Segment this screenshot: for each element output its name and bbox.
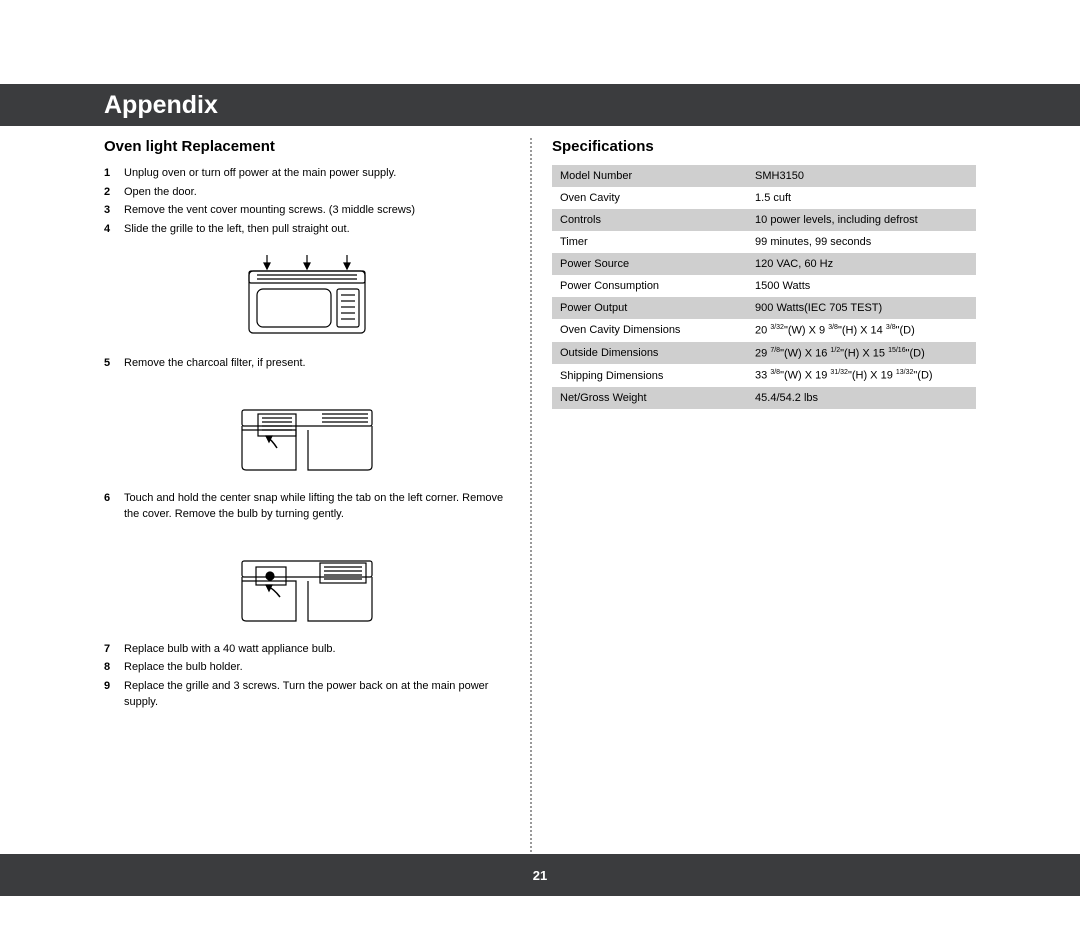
step-number: 8 — [104, 659, 124, 676]
header-title: Appendix — [104, 91, 218, 120]
spec-row: Power Output900 Watts(IEC 705 TEST) — [552, 297, 976, 319]
right-column: Specifications Model NumberSMH3150Oven C… — [532, 138, 976, 856]
spec-label: Power Source — [552, 253, 747, 275]
step-row: 1Unplug oven or turn off power at the ma… — [104, 165, 510, 182]
step-text: Touch and hold the center snap while lif… — [124, 490, 510, 523]
spec-value: 20 3/32"(W) X 9 3/8"(H) X 14 3/8"(D) — [747, 319, 976, 342]
spec-row: Controls10 power levels, including defro… — [552, 209, 976, 231]
page-number: 21 — [533, 868, 547, 883]
spec-row: Timer99 minutes, 99 seconds — [552, 231, 976, 253]
step-text: Replace the grille and 3 screws. Turn th… — [124, 678, 510, 711]
step-number: 5 — [104, 355, 124, 372]
step-number: 4 — [104, 221, 124, 238]
step-text: Remove the charcoal filter, if present. — [124, 355, 510, 372]
step-number: 2 — [104, 184, 124, 201]
step-text: Replace the bulb holder. — [124, 659, 510, 676]
step-text: Open the door. — [124, 184, 510, 201]
spec-label: Outside Dimensions — [552, 342, 747, 365]
steps-block-b: 5Remove the charcoal filter, if present. — [104, 355, 510, 372]
spec-row: Oven Cavity1.5 cuft — [552, 187, 976, 209]
spec-value: 120 VAC, 60 Hz — [747, 253, 976, 275]
step-row: 4Slide the grille to the left, then pull… — [104, 221, 510, 238]
spec-value: 45.4/54.2 lbs — [747, 387, 976, 409]
step-number: 1 — [104, 165, 124, 182]
step-number: 7 — [104, 641, 124, 658]
content-area: Oven light Replacement 1Unplug oven or t… — [104, 138, 976, 856]
figure-oven-front — [104, 245, 510, 345]
spec-value: SMH3150 — [747, 165, 976, 187]
step-text: Slide the grille to the left, then pull … — [124, 221, 510, 238]
spec-label: Power Output — [552, 297, 747, 319]
step-text: Remove the vent cover mounting screws. (… — [124, 202, 510, 219]
spec-label: Controls — [552, 209, 747, 231]
spec-label: Power Consumption — [552, 275, 747, 297]
step-row: 9Replace the grille and 3 screws. Turn t… — [104, 678, 510, 711]
spec-row: Net/Gross Weight45.4/54.2 lbs — [552, 387, 976, 409]
spec-label: Oven Cavity Dimensions — [552, 319, 747, 342]
steps-block-d: 7Replace bulb with a 40 watt appliance b… — [104, 641, 510, 711]
spec-row: Oven Cavity Dimensions20 3/32"(W) X 9 3/… — [552, 319, 976, 342]
steps-block-c: 6Touch and hold the center snap while li… — [104, 490, 510, 523]
spec-label: Model Number — [552, 165, 747, 187]
spec-row: Model NumberSMH3150 — [552, 165, 976, 187]
step-row: 6Touch and hold the center snap while li… — [104, 490, 510, 523]
step-text: Replace bulb with a 40 watt appliance bu… — [124, 641, 510, 658]
spec-table: Model NumberSMH3150Oven Cavity1.5 cuftCo… — [552, 165, 976, 409]
left-heading: Oven light Replacement — [104, 138, 510, 155]
spec-label: Timer — [552, 231, 747, 253]
footer-bar: 21 — [0, 854, 1080, 896]
step-row: 7Replace bulb with a 40 watt appliance b… — [104, 641, 510, 658]
spec-label: Oven Cavity — [552, 187, 747, 209]
spec-row: Outside Dimensions29 7/8"(W) X 16 1/2"(H… — [552, 342, 976, 365]
left-column: Oven light Replacement 1Unplug oven or t… — [104, 138, 530, 856]
step-row: 3Remove the vent cover mounting screws. … — [104, 202, 510, 219]
spec-value: 29 7/8"(W) X 16 1/2"(H) X 15 15/16"(D) — [747, 342, 976, 365]
spec-value: 33 3/8"(W) X 19 31/32"(H) X 19 13/32"(D) — [747, 364, 976, 387]
spec-row: Shipping Dimensions33 3/8"(W) X 19 31/32… — [552, 364, 976, 387]
step-number: 6 — [104, 490, 124, 523]
header-bar: Appendix — [0, 84, 1080, 126]
spec-row: Power Source120 VAC, 60 Hz — [552, 253, 976, 275]
spec-row: Power Consumption1500 Watts — [552, 275, 976, 297]
right-heading: Specifications — [552, 138, 976, 155]
step-number: 9 — [104, 678, 124, 711]
figure-bulb — [104, 531, 510, 631]
spec-label: Net/Gross Weight — [552, 387, 747, 409]
step-row: 2Open the door. — [104, 184, 510, 201]
step-text: Unplug oven or turn off power at the mai… — [124, 165, 510, 182]
step-row: 8Replace the bulb holder. — [104, 659, 510, 676]
figure-filter — [104, 380, 510, 480]
steps-block-a: 1Unplug oven or turn off power at the ma… — [104, 165, 510, 237]
spec-value: 1500 Watts — [747, 275, 976, 297]
spec-value: 1.5 cuft — [747, 187, 976, 209]
spec-label: Shipping Dimensions — [552, 364, 747, 387]
spec-value: 99 minutes, 99 seconds — [747, 231, 976, 253]
step-row: 5Remove the charcoal filter, if present. — [104, 355, 510, 372]
spec-value: 10 power levels, including defrost — [747, 209, 976, 231]
step-number: 3 — [104, 202, 124, 219]
spec-value: 900 Watts(IEC 705 TEST) — [747, 297, 976, 319]
